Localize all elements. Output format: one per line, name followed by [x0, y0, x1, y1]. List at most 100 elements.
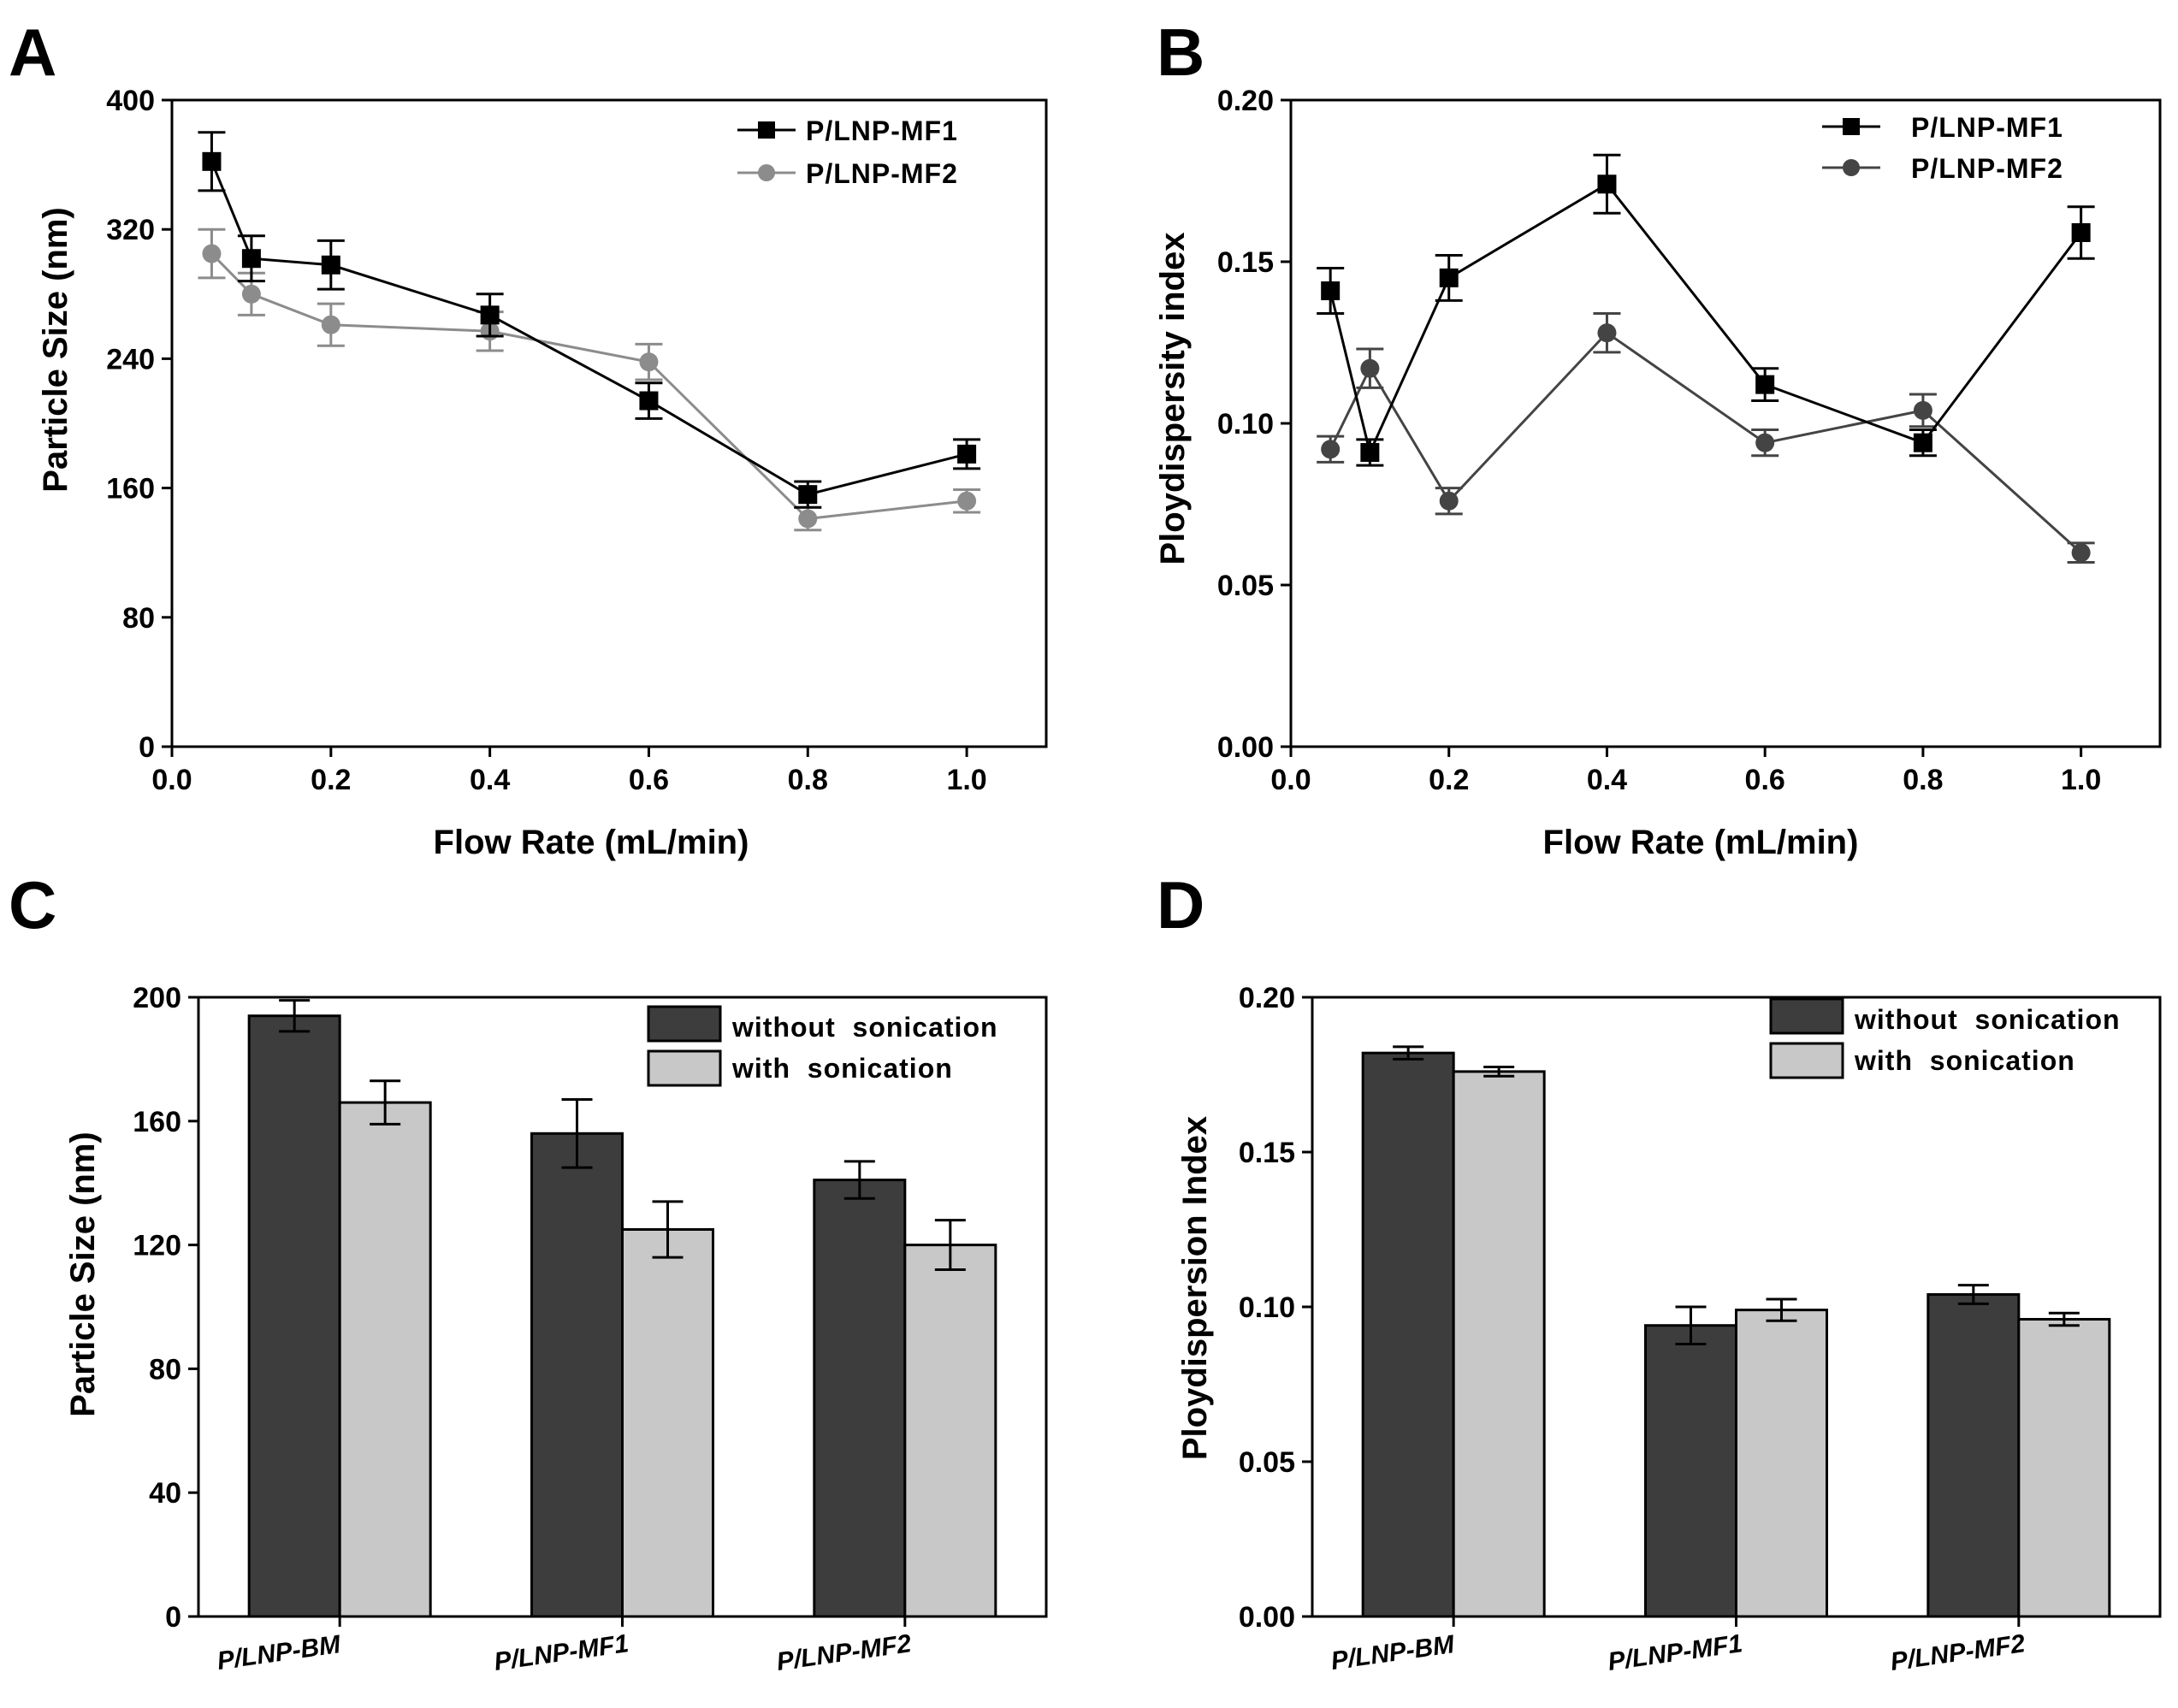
bar: [1926, 1293, 2021, 1618]
y-tick-label: 0.05: [1239, 1446, 1295, 1479]
bar: [903, 1244, 997, 1618]
x-category-label: P/LNP-MF1: [492, 1629, 630, 1676]
x-category-label: P/LNP-MF1: [1606, 1629, 1743, 1676]
y-tick-label: 120: [133, 1230, 181, 1262]
data-point-square: [957, 444, 977, 464]
y-tick-label: 0.10: [1239, 1291, 1295, 1324]
x-tick-label: 0.0: [1270, 764, 1311, 796]
legend-swatch-without-sonication: [1769, 997, 1844, 1035]
x-tick-label: 0.2: [1429, 764, 1469, 796]
data-point-square: [321, 255, 340, 275]
x-tick-label: 0.4: [470, 764, 510, 796]
panel-d: D Ploydispersion Index 0.00 0.05 0.10 0.15 0…: [1157, 867, 2162, 1676]
x-axis-title: Flow Rate (mL/min): [434, 824, 749, 861]
bar: [813, 1179, 907, 1618]
y-tick-label: 0: [165, 1601, 181, 1634]
bar: [1361, 1051, 1455, 1618]
legend-label-without-sonication: without sonication: [1854, 1004, 2121, 1035]
data-point-circle: [2071, 543, 2091, 563]
bar: [247, 1014, 341, 1618]
data-point-circle: [1360, 358, 1380, 378]
data-point-square: [2071, 222, 2091, 242]
y-tick-label: 0.10: [1217, 408, 1274, 440]
data-point-circle: [1755, 433, 1775, 452]
plot-frame: [170, 98, 1048, 748]
y-tick-label: 0.15: [1239, 1137, 1295, 1169]
data-point-square: [1439, 268, 1459, 287]
legend: without sonication with sonication: [647, 1005, 998, 1087]
y-tick-label: 80: [122, 602, 155, 635]
data-point-circle: [1913, 400, 1932, 420]
legend-label-with-sonication: with sonication: [1854, 1045, 2075, 1076]
y-axis-title: Particle Size (nm): [64, 1132, 102, 1416]
x-tick-label: 1.0: [2061, 764, 2101, 796]
data-point-circle: [202, 244, 222, 263]
legend-label-with-sonication: with sonication: [731, 1053, 953, 1084]
y-tick-label: 160: [106, 473, 155, 505]
plot-area: 0 40 80 120 160 200 P/LNP-BM P/LNP-MF1 P/LNP-MF2: [133, 982, 1048, 1676]
x-tick-label: 0.4: [1587, 764, 1627, 796]
bar: [2017, 1317, 2111, 1618]
y-tick-label: 240: [106, 343, 155, 375]
y-tick-label: 40: [149, 1477, 181, 1510]
x-tick-label: 0.8: [788, 764, 828, 796]
data-point-circle: [241, 284, 261, 304]
panel-letter-b: B: [1157, 15, 1204, 90]
legend: P/LNP-MF1 P/LNP-MF2: [1822, 112, 2063, 184]
x-tick-label: 0.6: [1745, 764, 1785, 796]
panel-a: A Particle Size (nm) Flow Rate (mL/min) …: [9, 15, 1048, 861]
panel-c: C Particle Size (nm) 0 40 80 120 160 200 P/LNP…: [9, 867, 1048, 1676]
x-axis-title: Flow Rate (mL/min): [1543, 824, 1859, 861]
y-axis-title: Ploydispersion Index: [1176, 1116, 1214, 1460]
y-tick-label: 200: [133, 982, 181, 1014]
x-tick-label: 0.6: [629, 764, 669, 796]
legend-label-mf2: P/LNP-MF2: [1911, 153, 2063, 184]
bar: [1735, 1309, 1828, 1618]
legend-marker-square: [1843, 118, 1860, 135]
panel-letter-d: D: [1157, 867, 1204, 943]
legend-label-mf1: P/LNP-MF1: [1911, 112, 2063, 143]
y-axis-title: Particle Size (nm): [37, 207, 74, 492]
bar: [621, 1228, 714, 1618]
plot-area: 0 80 160 240 320 400 0.0 0.2 0.4 0.6 0.8 1.0: [106, 85, 1048, 796]
legend-label-without-sonication: without sonication: [731, 1012, 998, 1043]
legend-swatch-with-sonication: [1769, 1042, 1844, 1079]
data-point-square: [480, 305, 500, 325]
legend-label-mf2: P/LNP-MF2: [806, 158, 958, 189]
data-point-square: [202, 151, 222, 171]
y-tick-label: 80: [149, 1353, 181, 1386]
x-category-label: P/LNP-MF2: [775, 1629, 914, 1676]
data-point-square: [1360, 443, 1380, 463]
x-category-label: P/LNP-BM: [1329, 1630, 1457, 1675]
y-tick-label: 320: [106, 214, 155, 246]
data-point-square: [1597, 174, 1617, 194]
y-tick-label: 0.00: [1217, 731, 1274, 764]
legend: without sonication with sonication: [1769, 997, 2121, 1079]
data-point-square: [1913, 433, 1932, 452]
y-tick-label: 0.20: [1217, 85, 1274, 117]
legend-marker-circle: [1843, 159, 1860, 176]
legend-swatch-with-sonication: [647, 1049, 722, 1087]
x-tick-label: 0.8: [1903, 764, 1943, 796]
x-tick-label: 0.0: [151, 764, 192, 796]
y-tick-label: 0.00: [1239, 1601, 1295, 1634]
data-point-square: [1321, 281, 1341, 301]
legend-swatch-without-sonication: [647, 1005, 722, 1043]
data-point-circle: [639, 352, 659, 372]
data-point-circle: [1321, 440, 1341, 459]
panel-b: B Ploydispersity index Flow Rate (mL/min…: [1154, 15, 2162, 861]
y-tick-label: 0: [139, 731, 155, 764]
data-point-square: [798, 485, 818, 505]
data-point-circle: [798, 509, 818, 529]
y-tick-label: 160: [133, 1106, 181, 1138]
bar: [530, 1132, 624, 1618]
bar: [338, 1101, 432, 1618]
legend-label-mf1: P/LNP-MF1: [806, 115, 958, 146]
y-tick-label: 0.20: [1239, 982, 1295, 1014]
x-category-label: P/LNP-BM: [216, 1630, 343, 1675]
series-line: [1329, 331, 2082, 554]
legend: P/LNP-MF1 P/LNP-MF2: [737, 115, 958, 189]
y-tick-label: 0.15: [1217, 246, 1274, 279]
series-line: [210, 252, 968, 521]
